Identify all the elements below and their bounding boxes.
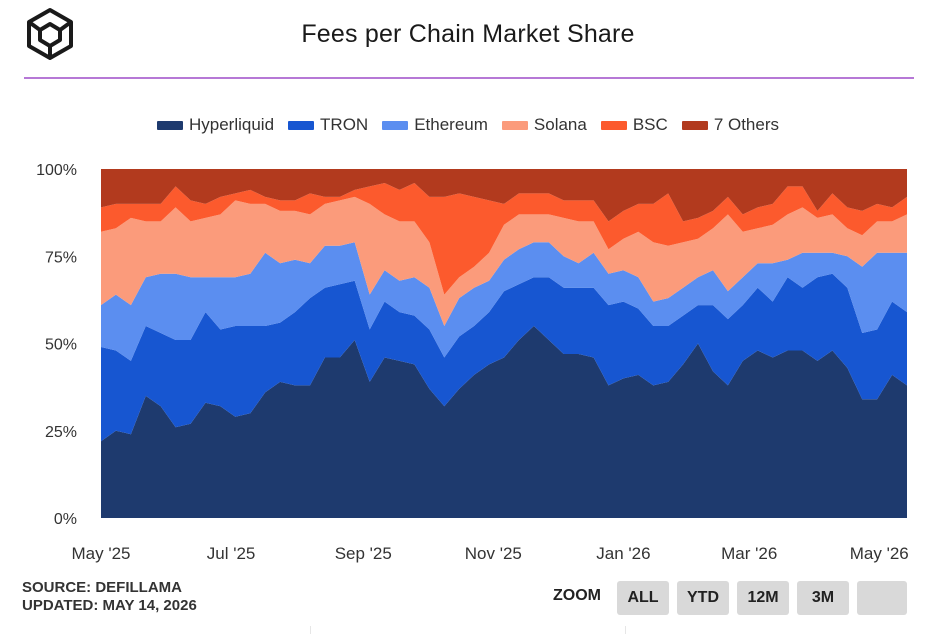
source-text: SOURCE: DEFILLAMA (22, 579, 182, 596)
legend-label: Hyperliquid (188, 115, 275, 134)
zoom-12m-button[interactable]: 12M (737, 581, 789, 615)
y-tick-label: 0% (54, 511, 77, 528)
x-tick-label: Jan '26 (596, 544, 650, 563)
legend-item-solana[interactable]: Solana (501, 115, 587, 135)
title-divider (24, 77, 914, 79)
legend-swatch (288, 120, 315, 130)
legend-label: Solana (533, 115, 587, 134)
legend-item-hyperliquid[interactable]: Hyperliquid (156, 115, 275, 135)
chart-legend: Hyperliquid TRON Ethereum Solana BSC 7 Others (0, 115, 936, 135)
frame-tick (625, 626, 626, 634)
chart-title: Fees per Chain Market Share (301, 20, 635, 48)
legend-label: TRON (320, 115, 369, 134)
zoom-all-button[interactable]: ALL (617, 581, 669, 615)
area-tron (101, 273, 907, 442)
x-tick-label: May '25 (72, 544, 131, 563)
logo-cube-icon (22, 6, 78, 62)
y-tick-label: 50% (45, 337, 77, 354)
zoom-label: ZOOM (553, 587, 601, 604)
legend-swatch (156, 120, 183, 130)
y-tick-label: 100% (36, 162, 77, 179)
legend-item-ethereum[interactable]: Ethereum (382, 115, 488, 135)
area-ethereum (101, 242, 907, 361)
zoom-3m-button[interactable]: 3M (797, 581, 849, 615)
legend-item-7-others[interactable]: 7 Others (681, 115, 780, 135)
x-tick-label: May '26 (850, 544, 909, 563)
legend-swatch (382, 120, 409, 130)
area-bsc (101, 183, 907, 295)
stacked-area-chart: 0% 25% 50% 75% 100% May '25 Jul '25 Sep '25 Nov … (36, 162, 909, 563)
zoom-ytd-button[interactable]: YTD (677, 581, 729, 615)
legend-item-bsc[interactable]: BSC (600, 115, 668, 135)
area-7-others (101, 169, 907, 222)
legend-swatch (681, 120, 708, 130)
footer-source-block: SOURCE: DEFILLAMA UPDATED: MAY 14, 2026 (22, 579, 197, 615)
y-tick-label: 25% (45, 424, 77, 441)
updated-text: UPDATED: MAY 14, 2026 (22, 597, 197, 614)
frame-tick (310, 626, 311, 634)
x-tick-label: Jul '25 (207, 544, 256, 563)
legend-swatch (501, 120, 528, 130)
legend-label: BSC (632, 115, 668, 134)
legend-label: Ethereum (414, 115, 488, 134)
legend-item-tron[interactable]: TRON (288, 115, 368, 135)
area-solana (101, 196, 907, 326)
legend-label: 7 Others (713, 115, 780, 134)
legend-swatch (600, 120, 627, 130)
x-tick-label: Nov '25 (465, 544, 522, 563)
zoom-extra-button[interactable] (857, 581, 907, 615)
x-tick-label: Mar '26 (721, 544, 777, 563)
x-tick-label: Sep '25 (335, 544, 392, 563)
y-tick-label: 75% (45, 249, 77, 266)
area-hyperliquid (101, 326, 907, 518)
